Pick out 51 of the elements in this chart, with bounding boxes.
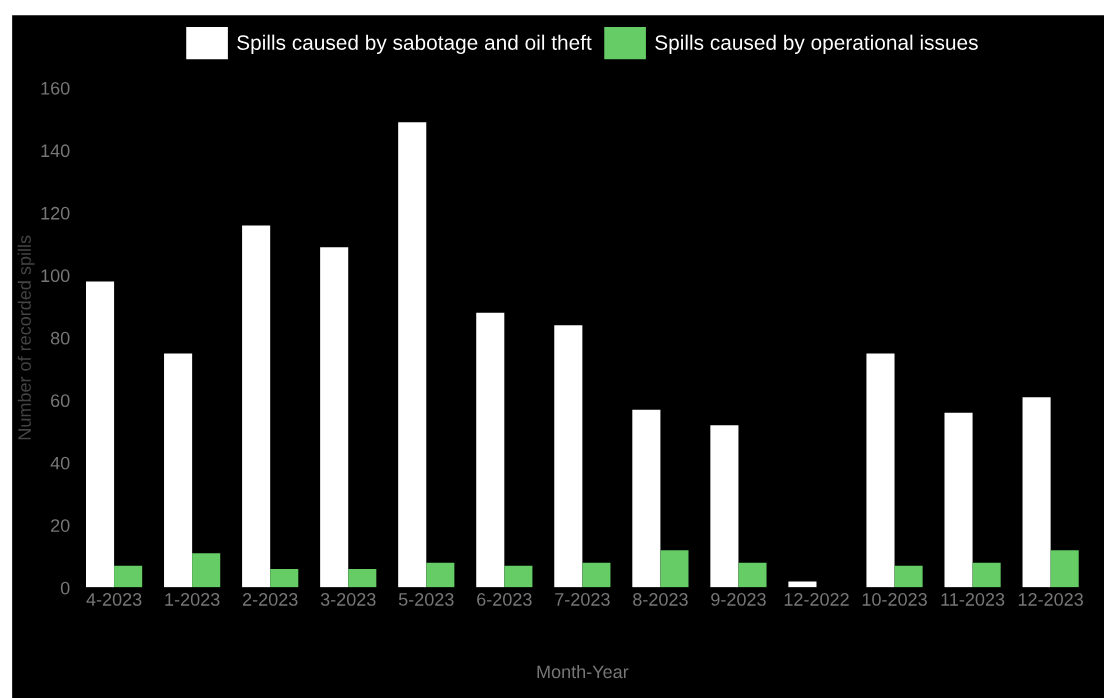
y-tick-label: 0: [60, 581, 70, 595]
bar: [582, 562, 611, 588]
bar: [192, 553, 221, 588]
bar: [1022, 397, 1051, 588]
x-tick-label: 4-2023: [86, 593, 142, 606]
x-tick-label: 2-2023: [242, 593, 298, 606]
y-tick-label: 60: [51, 394, 70, 408]
bar: [660, 550, 689, 588]
x-tick-label: 11-2023: [941, 593, 1005, 606]
bar: [632, 409, 661, 588]
y-tick-label: 20: [51, 519, 70, 532]
bar: [164, 353, 193, 588]
x-tick-label: 5-2023: [398, 593, 454, 606]
bar: [894, 565, 923, 588]
bar: [270, 568, 299, 588]
bar: [504, 565, 533, 588]
x-tick-label: 9-2023: [711, 593, 766, 606]
bar: [242, 225, 271, 588]
bar: [476, 312, 505, 588]
x-tick-label: 12-2022: [784, 593, 849, 606]
y-tick-label: 40: [50, 456, 70, 470]
bar: [348, 568, 377, 588]
bar: [788, 581, 817, 588]
bar: [866, 353, 895, 588]
y-tick-label: 140: [41, 144, 70, 158]
bar: [738, 562, 767, 588]
bar: [426, 562, 455, 588]
x-tick-label: 8-2023: [633, 593, 688, 606]
y-tick-label: 120: [41, 206, 70, 220]
y-axis-title: Number of recorded spills: [17, 235, 35, 440]
y-tick-label: 100: [41, 269, 70, 283]
x-axis-title: Month-Year: [537, 664, 629, 679]
x-tick-label: 7-2023: [555, 593, 610, 606]
bar: [398, 122, 427, 588]
bar: [1050, 550, 1079, 588]
bar: [944, 412, 973, 588]
bar: [554, 325, 583, 588]
legend-label: Spills caused by operational issues: [655, 34, 978, 55]
x-tick-label: 3-2023: [320, 593, 376, 606]
x-tick-label: 1-2023: [165, 593, 220, 606]
legend-label: Spills caused by sabotage and oil theft: [237, 34, 592, 55]
bar: [972, 562, 1001, 588]
bar: [710, 425, 739, 588]
x-tick-label: 10-2023: [862, 593, 927, 606]
bar: [86, 281, 115, 588]
bar: [114, 565, 143, 588]
bar: [320, 247, 349, 588]
x-tick-label: 6-2023: [477, 593, 532, 606]
y-tick-label: 160: [41, 81, 70, 95]
x-tick-label: 12-2023: [1018, 593, 1083, 606]
y-tick-label: 80: [50, 331, 70, 345]
